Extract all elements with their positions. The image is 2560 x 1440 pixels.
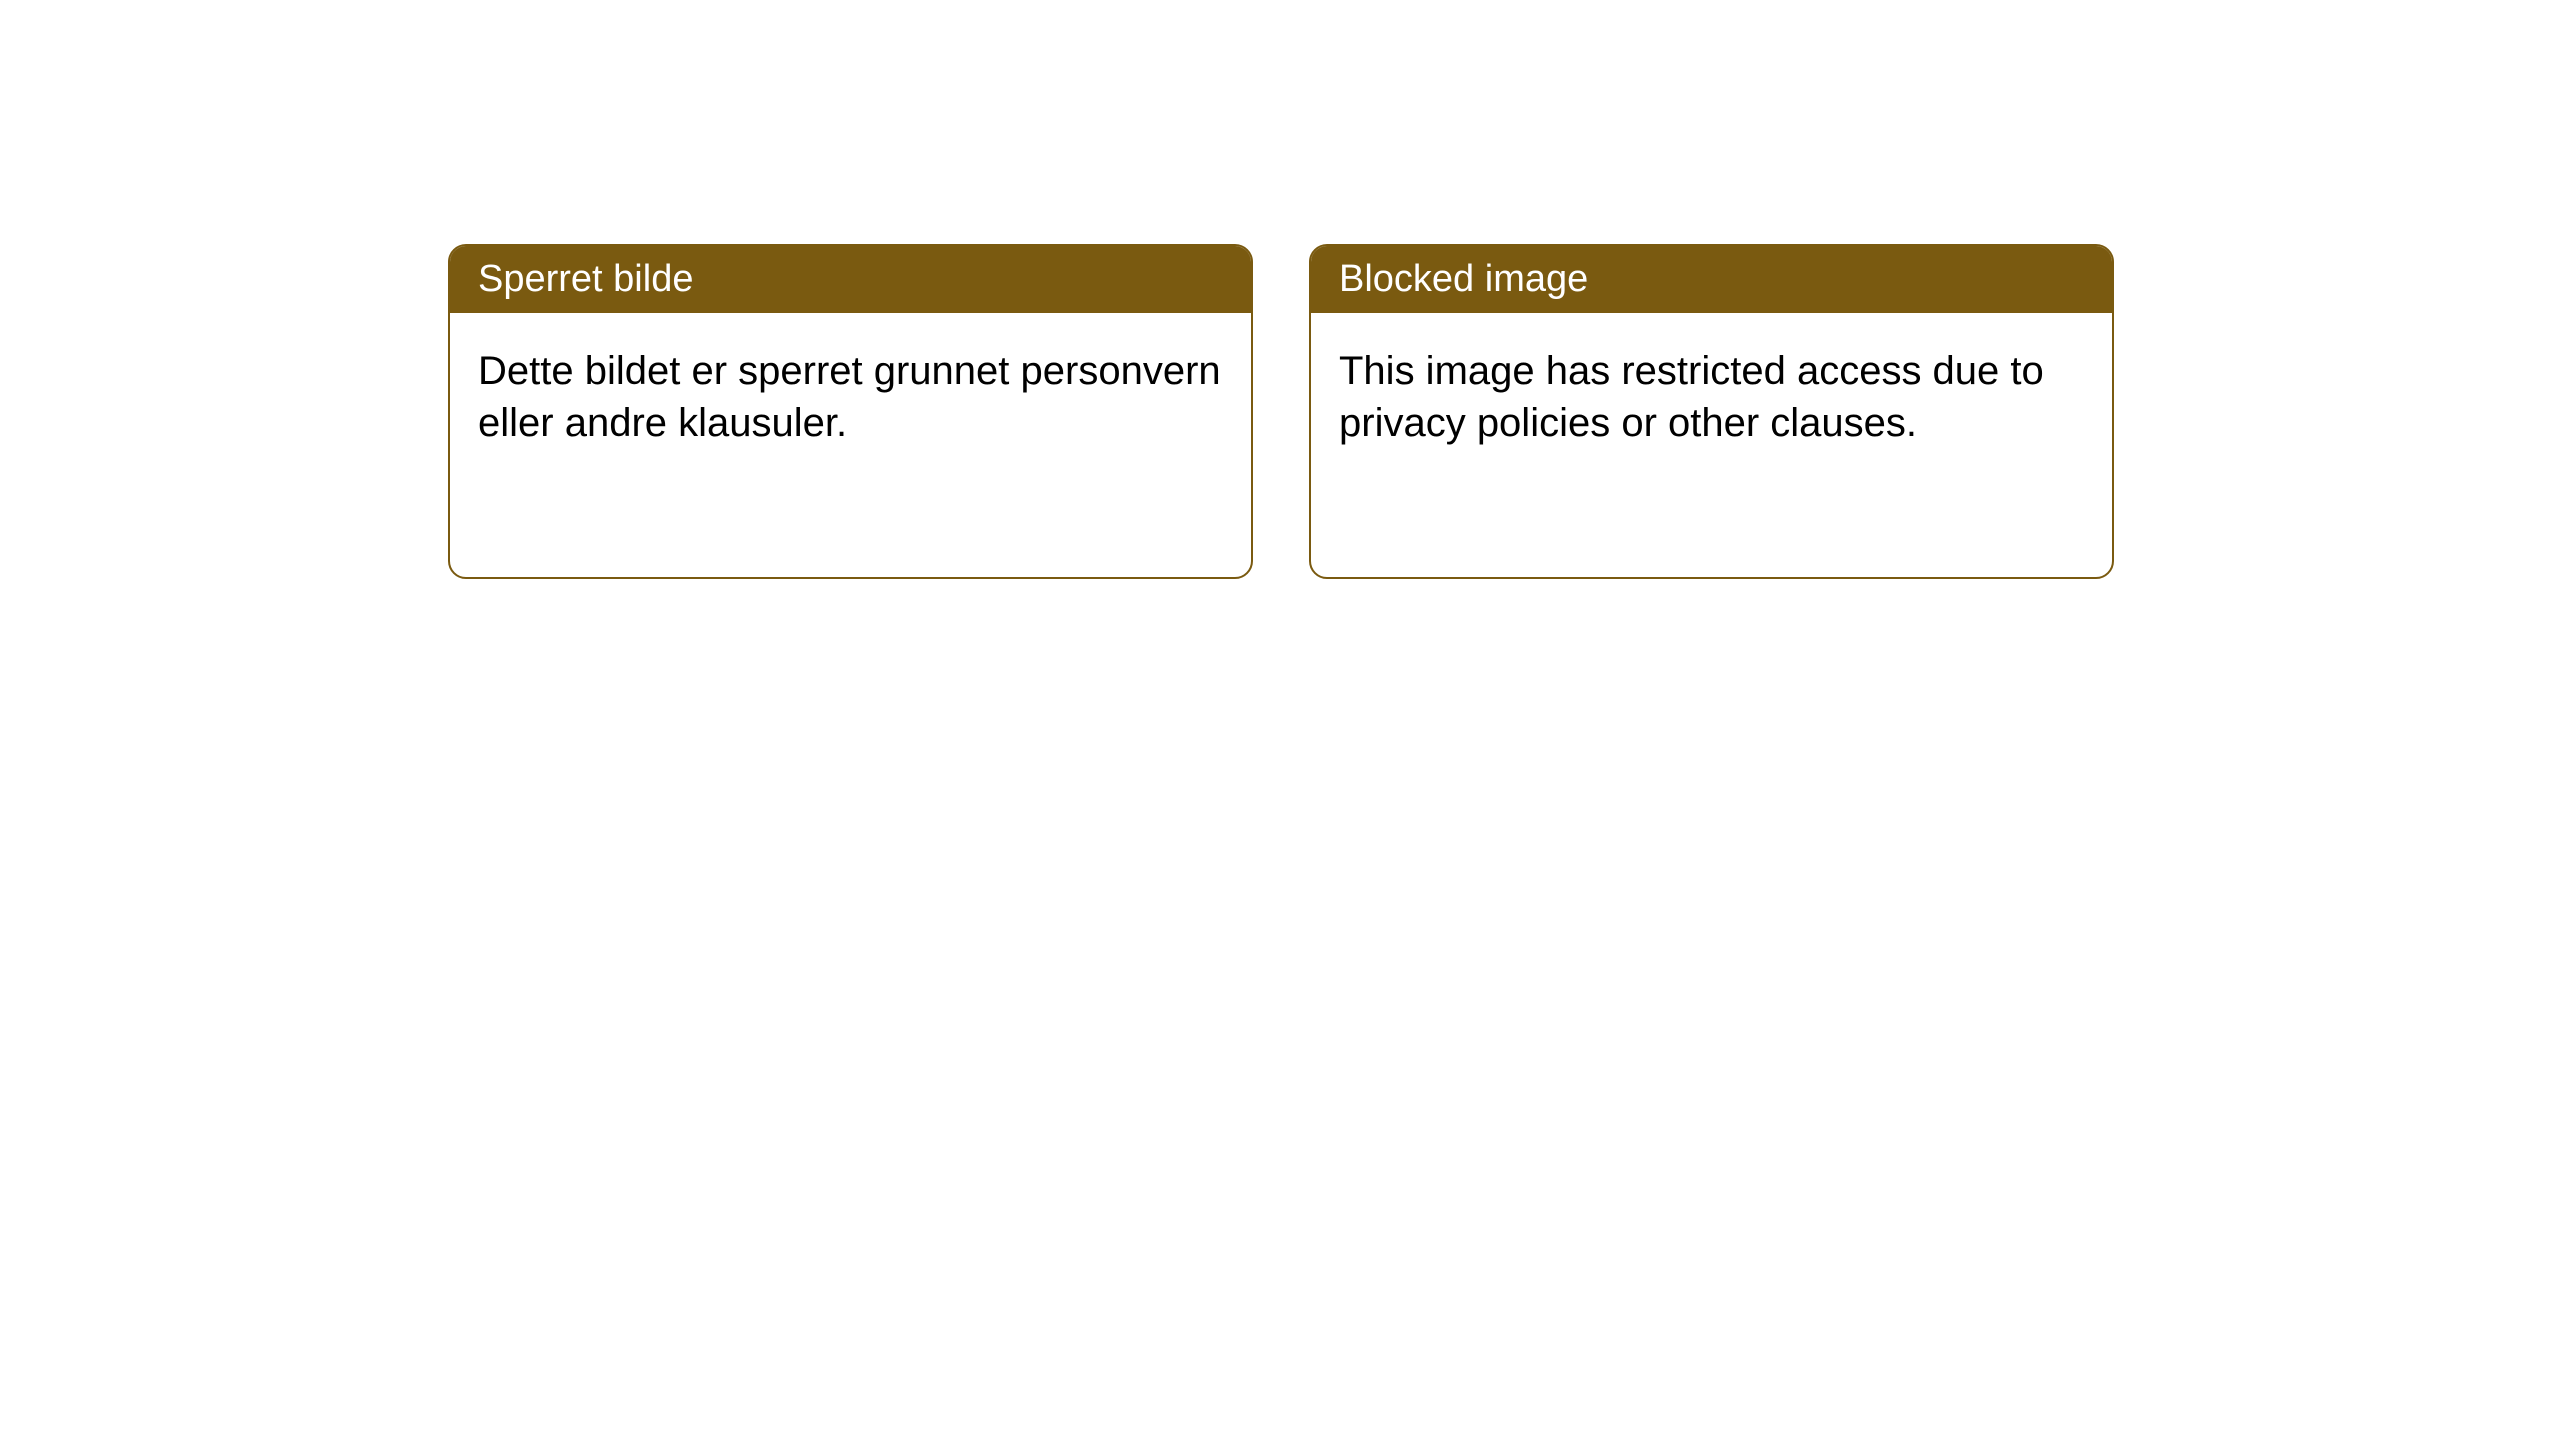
notice-cards-container: Sperret bilde Dette bildet er sperret gr… xyxy=(0,0,2560,579)
card-body: Dette bildet er sperret grunnet personve… xyxy=(450,313,1251,481)
notice-card-norwegian: Sperret bilde Dette bildet er sperret gr… xyxy=(448,244,1253,579)
card-header: Sperret bilde xyxy=(450,246,1251,313)
card-header: Blocked image xyxy=(1311,246,2112,313)
card-body: This image has restricted access due to … xyxy=(1311,313,2112,481)
notice-card-english: Blocked image This image has restricted … xyxy=(1309,244,2114,579)
